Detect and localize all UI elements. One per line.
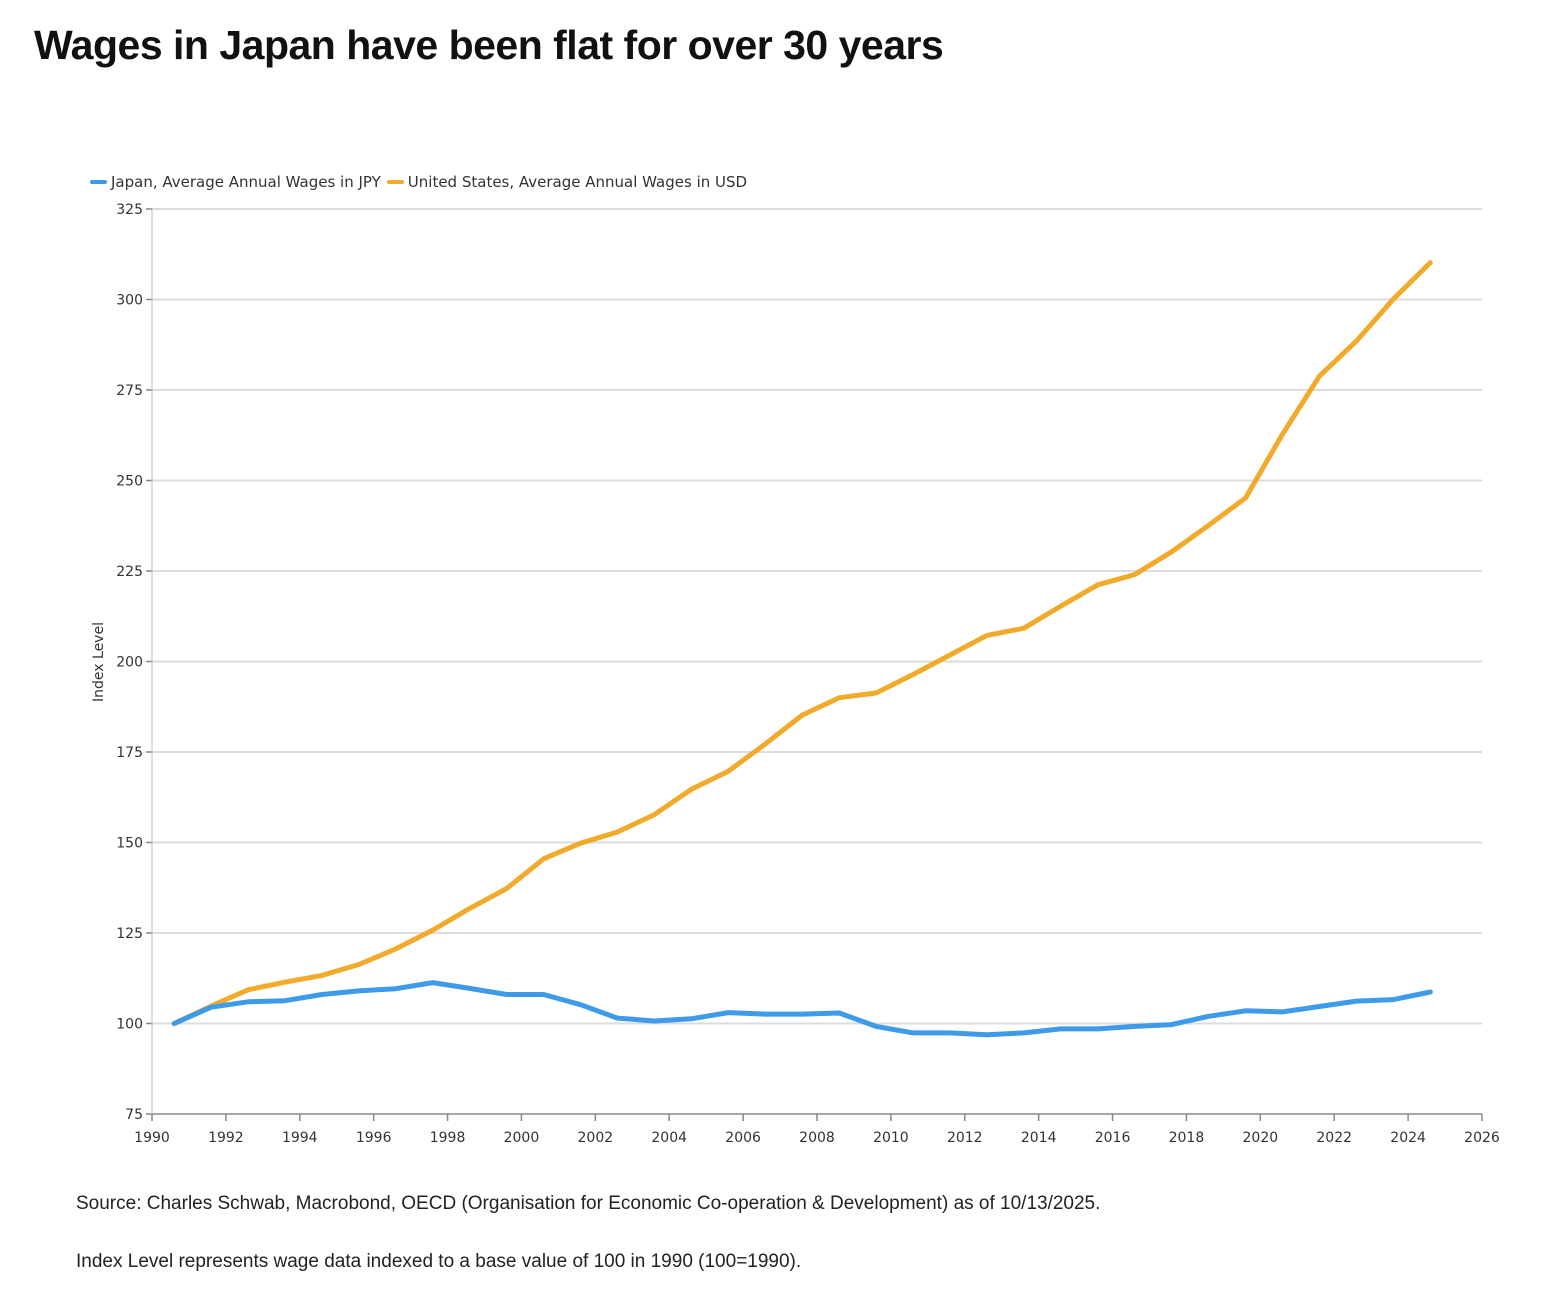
index-note: Index Level represents wage data indexed… [76,1251,802,1272]
y-tick-label: 200 [116,655,143,671]
y-tick-label: 250 [116,474,143,490]
x-tick-label: 2026 [1464,1130,1500,1146]
x-tick-label: 1996 [356,1130,392,1146]
y-tick-label: 100 [116,1017,143,1033]
grid-lines [152,208,1482,1025]
x-tick-label: 2006 [725,1130,761,1146]
source-note: Source: Charles Schwab, Macrobond, OECD … [76,1193,1101,1214]
x-tick-label: 2002 [578,1130,614,1146]
x-tick-label: 2012 [947,1130,983,1146]
legend-swatch-us [386,180,404,184]
y-tick-label: 225 [116,564,143,580]
legend-label-us: United States, Average Annual Wages in U… [407,173,748,191]
x-tick-label: 1990 [134,1130,170,1146]
x-tick-label: 2024 [1390,1130,1426,1146]
x-tick-label: 2004 [651,1130,687,1146]
y-tick-label: 300 [116,293,143,309]
x-tick-label: 2018 [1169,1130,1205,1146]
x-tick-label: 2014 [1021,1130,1057,1146]
legend-swatch-japan [90,180,107,184]
x-tick-label: 2020 [1243,1130,1279,1146]
x-tick-label: 2008 [799,1130,835,1146]
y-tick-label: 325 [116,202,143,218]
y-tick-label: 125 [116,926,143,942]
y-tick-label: 75 [125,1107,143,1123]
x-tick-label: 1992 [208,1130,244,1146]
legend-label-japan: Japan, Average Annual Wages in JPY [111,173,381,191]
axes: 75 100 125 150 175 200 225 250 275 300 325 1990 1992… [116,202,1500,1146]
x-tick-label: 1998 [430,1130,466,1146]
y-tick-label: 150 [116,836,143,852]
x-tick-label: 2022 [1316,1130,1352,1146]
series-line-us [171,260,1433,1026]
legend-item-us: United States, Average Annual Wages in U… [386,173,748,191]
x-tick-label: 1994 [282,1130,318,1146]
x-tick-label: 2016 [1095,1130,1131,1146]
x-tick-label: 2010 [873,1130,909,1146]
page-title: Wages in Japan have been flat for over 3… [34,22,944,68]
series-line-japan [171,980,1433,1038]
x-tick-label: 2000 [504,1130,540,1146]
y-tick-label: 275 [116,383,143,399]
legend-item-japan: Japan, Average Annual Wages in JPY [90,173,381,191]
series-lines [171,260,1433,1038]
chart-legend: Japan, Average Annual Wages in JPY Unite… [90,173,753,191]
y-tick-label: 175 [116,745,143,761]
